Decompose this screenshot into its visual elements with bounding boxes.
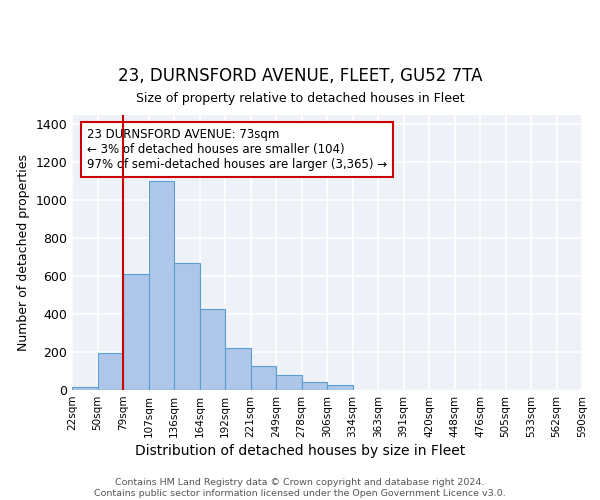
Text: 23 DURNSFORD AVENUE: 73sqm
← 3% of detached houses are smaller (104)
97% of semi: 23 DURNSFORD AVENUE: 73sqm ← 3% of detac… <box>87 128 387 172</box>
Bar <box>225 348 251 390</box>
Bar <box>302 382 327 390</box>
Bar <box>199 310 225 390</box>
Text: Contains HM Land Registry data © Crown copyright and database right 2024.
Contai: Contains HM Land Registry data © Crown c… <box>94 478 506 498</box>
Y-axis label: Number of detached properties: Number of detached properties <box>17 154 30 351</box>
Bar <box>327 386 353 390</box>
Bar <box>276 375 302 390</box>
Bar <box>174 263 199 390</box>
Bar <box>149 182 174 390</box>
Bar <box>251 366 276 390</box>
Text: Distribution of detached houses by size in Fleet: Distribution of detached houses by size … <box>135 444 465 458</box>
Text: 23, DURNSFORD AVENUE, FLEET, GU52 7TA: 23, DURNSFORD AVENUE, FLEET, GU52 7TA <box>118 67 482 85</box>
Text: Size of property relative to detached houses in Fleet: Size of property relative to detached ho… <box>136 92 464 105</box>
Bar <box>72 387 97 390</box>
Bar <box>97 353 123 390</box>
Bar <box>123 274 149 390</box>
